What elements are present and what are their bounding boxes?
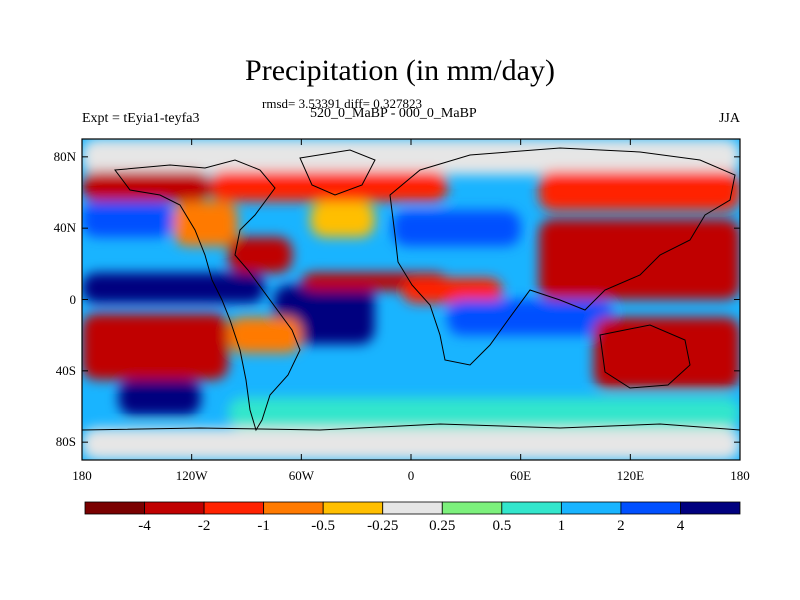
region-sw-pacific-dry <box>82 313 229 380</box>
region-eurasia-wet <box>392 210 521 246</box>
colorbar-swatch <box>144 501 205 515</box>
region-australia-dry <box>593 317 740 389</box>
antarctica-outline <box>82 423 740 431</box>
period-label: 520_0_MaBP - 000_0_MaBP <box>310 106 477 121</box>
region-n-atlantic <box>209 171 448 202</box>
colorbar-label: 0.25 <box>429 518 456 534</box>
region-arctic <box>82 139 740 175</box>
map-field <box>82 139 740 460</box>
colorbar-label: -4 <box>138 518 151 534</box>
colorbar-swatch <box>84 501 145 515</box>
colorbar-label: 2 <box>617 518 625 534</box>
region-nw-pacific-wet <box>82 201 174 238</box>
region-atlantic-dry <box>310 201 375 238</box>
y-tick-label: 80S <box>55 434 76 450</box>
colorbar-label: -0.5 <box>311 518 336 534</box>
region-antarctic <box>82 427 740 460</box>
y-tick-label: 40N <box>53 220 76 236</box>
colorbar-label: -2 <box>197 518 211 534</box>
colorbar-swatch <box>322 501 384 515</box>
region-tropical-pacific-wet <box>82 272 265 304</box>
anomaly-regions <box>82 139 740 460</box>
colorbar-label: -0.25 <box>367 518 399 534</box>
colorbar-swatch <box>382 501 443 515</box>
y-tick-label: 40S <box>55 362 76 378</box>
x-tick-label: 60E <box>510 468 532 483</box>
eurasia-africa-outline <box>389 147 736 366</box>
x-tick-label: 120E <box>616 468 645 483</box>
colorbar-swatch <box>560 501 622 515</box>
axis-ticks <box>81 139 741 460</box>
colorbar-swatch <box>203 501 265 515</box>
region-s-america-dry <box>228 317 302 353</box>
greenland-outline <box>299 149 376 196</box>
colorbar-label: -1 <box>257 518 270 534</box>
colorbar-swatch <box>263 501 324 515</box>
colorbar-swatch <box>501 501 562 515</box>
region-africa-eq-dry <box>401 278 503 304</box>
x-tick-label: 180 <box>730 468 750 483</box>
australia-antarctic-outline <box>599 324 691 389</box>
chart-title: Precipitation (in mm/day) <box>245 54 555 87</box>
y-tick-label: 0 <box>69 291 77 307</box>
region-n-pacific-subarctic <box>82 171 210 202</box>
colorbar-label: 0.5 <box>492 518 512 534</box>
x-tick-label: 120W <box>175 468 208 483</box>
colorbar-label: 1 <box>557 518 566 534</box>
y-tick-label: 80N <box>53 148 76 164</box>
region-asia-dry <box>538 219 740 300</box>
region-siberia-high-lat <box>538 171 740 211</box>
x-tick-label: 0 <box>407 468 415 483</box>
rmsd-diff-stats: rmsd= 3.53391 diff= 0.327823 <box>262 96 422 111</box>
x-tick-label: 180 <box>72 468 92 483</box>
colorbar-swatch <box>620 501 681 515</box>
region-indian-wet <box>447 299 613 336</box>
region-s-pacific-wet <box>118 379 201 416</box>
america-outline <box>114 159 301 432</box>
region-southern-ocean <box>228 397 740 428</box>
x-tick-label: 60W <box>288 468 314 483</box>
season-label: JJA <box>718 111 740 126</box>
colorbar-swatch <box>441 501 503 515</box>
region-n-america-dry <box>228 237 293 273</box>
experiment-label: Expt = tEyia1-teyfa3 <box>82 111 200 126</box>
colorbar <box>84 501 741 515</box>
continent-outlines <box>82 147 740 432</box>
colorbar-swatch <box>680 501 741 515</box>
region-n-pacific-dry <box>173 201 238 246</box>
colorbar-label: 4 <box>676 518 685 534</box>
